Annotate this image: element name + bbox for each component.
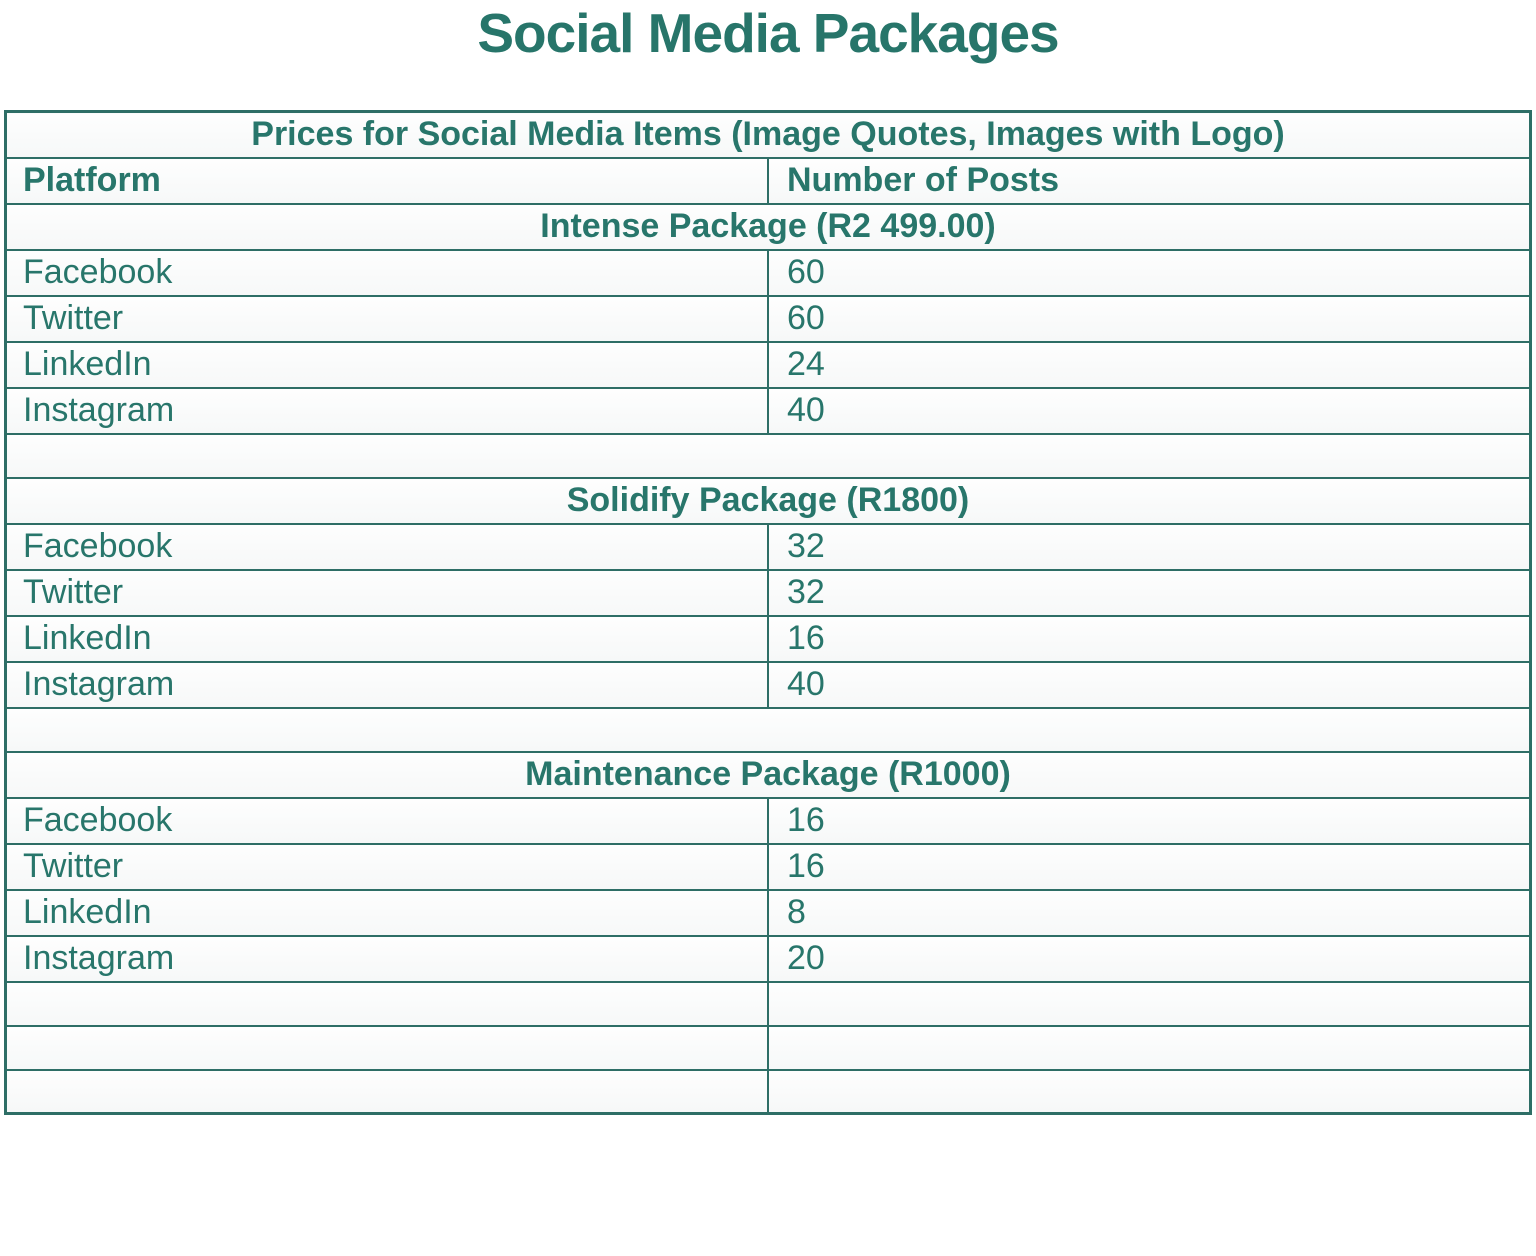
posts-cell: 32 xyxy=(767,522,1532,571)
column-header-row: Platform Number of Posts xyxy=(4,156,1532,205)
posts-cell: 40 xyxy=(767,660,1532,709)
table-row: LinkedIn 16 xyxy=(4,614,1532,663)
empty-cell xyxy=(767,1068,1532,1115)
platform-cell: Facebook xyxy=(4,522,769,571)
posts-cell: 20 xyxy=(767,934,1532,983)
package-header-row: Solidify Package (R1800) xyxy=(4,476,1532,525)
empty-row xyxy=(4,1068,1532,1115)
posts-cell: 60 xyxy=(767,248,1532,297)
table-row: Instagram 20 xyxy=(4,934,1532,983)
posts-cell: 16 xyxy=(767,796,1532,845)
table-row: LinkedIn 8 xyxy=(4,888,1532,937)
spacer-row xyxy=(4,706,1532,753)
document-page: Social Media Packages Prices for Social … xyxy=(4,2,1532,1115)
package-header-row: Maintenance Package (R1000) xyxy=(4,750,1532,799)
empty-cell xyxy=(767,980,1532,1027)
spacer-cell xyxy=(4,706,1532,753)
posts-cell: 40 xyxy=(767,386,1532,435)
table-subtitle: Prices for Social Media Items (Image Quo… xyxy=(4,110,1532,159)
table-row: Facebook 32 xyxy=(4,522,1532,571)
table-row: Twitter 32 xyxy=(4,568,1532,617)
empty-row xyxy=(4,1024,1532,1071)
table-row: Twitter 60 xyxy=(4,294,1532,343)
platform-cell: LinkedIn xyxy=(4,614,769,663)
spacer-cell xyxy=(4,432,1532,479)
empty-row xyxy=(4,980,1532,1027)
platform-cell: Twitter xyxy=(4,842,769,891)
posts-cell: 8 xyxy=(767,888,1532,937)
posts-cell: 16 xyxy=(767,842,1532,891)
empty-cell xyxy=(767,1024,1532,1071)
package-header-intense: Intense Package (R2 499.00) xyxy=(4,202,1532,251)
package-header-row: Intense Package (R2 499.00) xyxy=(4,202,1532,251)
empty-cell xyxy=(4,980,769,1027)
table-row: LinkedIn 24 xyxy=(4,340,1532,389)
package-header-solidify: Solidify Package (R1800) xyxy=(4,476,1532,525)
platform-cell: LinkedIn xyxy=(4,340,769,389)
table-subtitle-row: Prices for Social Media Items (Image Quo… xyxy=(4,110,1532,159)
posts-cell: 16 xyxy=(767,614,1532,663)
spacer-row xyxy=(4,432,1532,479)
platform-cell: LinkedIn xyxy=(4,888,769,937)
platform-cell: Instagram xyxy=(4,934,769,983)
column-header-posts: Number of Posts xyxy=(767,156,1532,205)
empty-cell xyxy=(4,1068,769,1115)
table-row: Instagram 40 xyxy=(4,660,1532,709)
platform-cell: Facebook xyxy=(4,796,769,845)
posts-cell: 24 xyxy=(767,340,1532,389)
platform-cell: Facebook xyxy=(4,248,769,297)
column-header-platform: Platform xyxy=(4,156,769,205)
empty-cell xyxy=(4,1024,769,1071)
packages-table: Prices for Social Media Items (Image Quo… xyxy=(4,110,1532,1115)
platform-cell: Twitter xyxy=(4,294,769,343)
table-row: Facebook 16 xyxy=(4,796,1532,845)
platform-cell: Instagram xyxy=(4,386,769,435)
table-row: Facebook 60 xyxy=(4,248,1532,297)
posts-cell: 32 xyxy=(767,568,1532,617)
page-title: Social Media Packages xyxy=(477,2,1059,64)
platform-cell: Twitter xyxy=(4,568,769,617)
platform-cell: Instagram xyxy=(4,660,769,709)
table-row: Twitter 16 xyxy=(4,842,1532,891)
table-row: Instagram 40 xyxy=(4,386,1532,435)
package-header-maintenance: Maintenance Package (R1000) xyxy=(4,750,1532,799)
posts-cell: 60 xyxy=(767,294,1532,343)
